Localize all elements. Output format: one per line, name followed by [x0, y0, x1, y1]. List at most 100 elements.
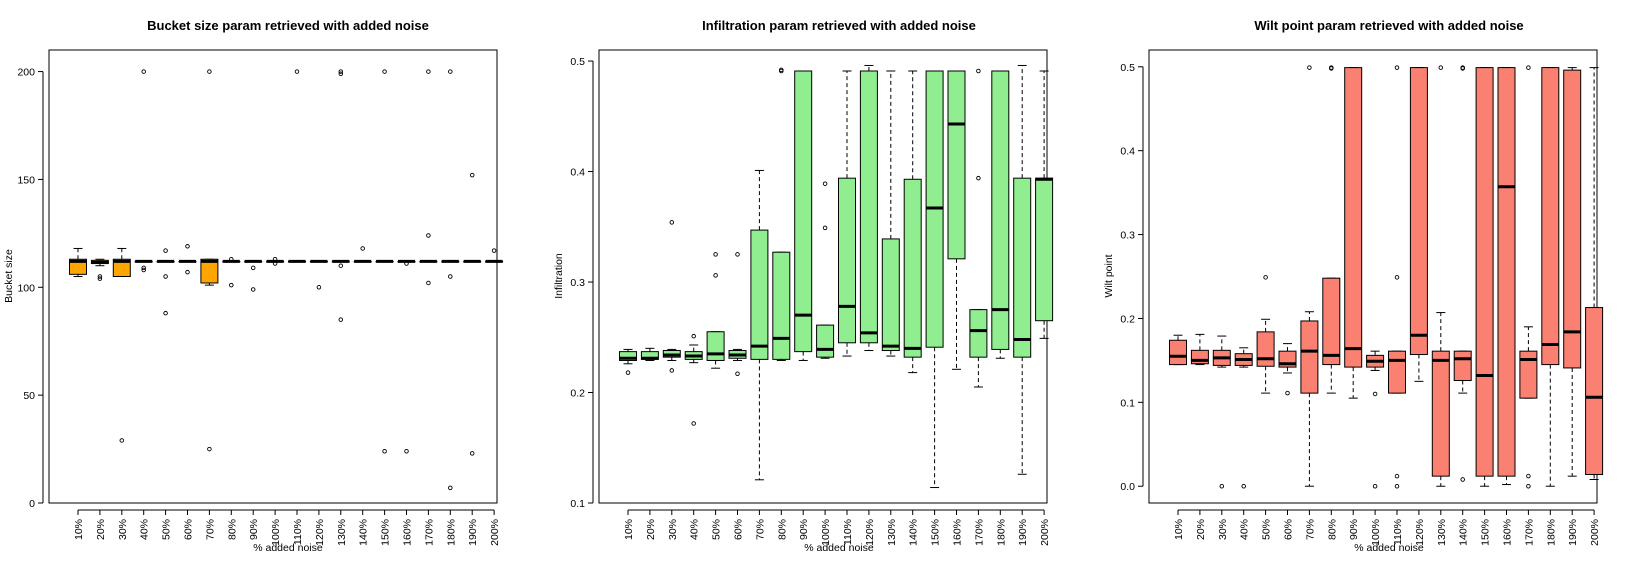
x-axis-label: % added noise	[1354, 542, 1424, 554]
box-160%	[397, 259, 416, 454]
x-tick-label: 50%	[161, 519, 173, 540]
outlier-point	[1307, 65, 1312, 70]
box-100%	[1366, 350, 1385, 489]
box-60%	[1278, 343, 1297, 396]
outlier-point	[338, 317, 344, 322]
y-axis-label: Bucket size	[3, 249, 15, 303]
outlier-point	[1526, 473, 1531, 479]
panel-bucket-size: Bucket size param retrieved with added n…	[3, 18, 504, 554]
x-tick-label: 160%	[1502, 519, 1514, 546]
box-body	[881, 238, 900, 352]
x-axis-label: % added noise	[804, 542, 874, 554]
box-body	[947, 70, 966, 260]
box-body	[1013, 177, 1032, 358]
box-130%	[331, 69, 350, 322]
box-90%	[244, 259, 263, 292]
x-tick-label: 40%	[1239, 519, 1251, 540]
box-200%	[1585, 67, 1604, 481]
box-140%	[353, 246, 372, 263]
outlier-point	[1285, 390, 1290, 396]
y-tick-label: 0	[29, 498, 35, 510]
chart-title: Bucket size param retrieved with added n…	[147, 18, 429, 33]
outlier-point	[1394, 473, 1400, 479]
box-100%	[266, 256, 285, 266]
x-tick-label: 70%	[754, 519, 766, 540]
x-tick-label: 10%	[1173, 519, 1185, 540]
box-60%	[178, 244, 197, 275]
outlier-point	[822, 225, 828, 231]
outlier-point	[141, 69, 146, 74]
outlier-point	[338, 69, 344, 74]
x-tick-label: 110%	[292, 519, 304, 545]
outlier-point	[229, 256, 234, 262]
x-tick-label: 110%	[1392, 519, 1404, 545]
x-tick-label: 130%	[336, 519, 348, 546]
box-70%	[1300, 65, 1319, 487]
outlier-point	[163, 274, 168, 279]
box-200%	[1035, 70, 1054, 339]
box-80%	[772, 67, 791, 361]
y-tick-label: 0.4	[570, 167, 585, 179]
box-140%	[903, 70, 922, 374]
outlier-point	[448, 69, 453, 74]
x-tick-label: 70%	[1304, 519, 1316, 540]
box-body	[1541, 67, 1560, 366]
x-tick-label: 90%	[798, 519, 810, 540]
box-40%	[684, 333, 703, 426]
x-tick-label: 160%	[402, 519, 414, 546]
outlier-point	[185, 244, 190, 249]
outlier-point	[338, 71, 344, 76]
box-40%	[134, 69, 153, 273]
box-20%	[640, 347, 659, 361]
box-190%	[463, 172, 482, 456]
x-tick-label: 60%	[1283, 519, 1295, 540]
x-tick-label: 50%	[711, 519, 723, 540]
outlier-point	[976, 68, 981, 74]
outlier-point	[97, 276, 103, 281]
outlier-point	[426, 233, 431, 238]
x-tick-label: 90%	[1348, 519, 1360, 540]
box-body	[1497, 67, 1516, 477]
box-body	[903, 178, 922, 358]
x-tick-label: 30%	[1217, 519, 1229, 540]
box-160%	[947, 70, 966, 370]
outlier-point	[119, 438, 125, 443]
outlier-point	[1263, 275, 1268, 280]
plot-frame	[48, 49, 498, 504]
outlier-point	[382, 69, 387, 74]
outlier-point	[669, 368, 675, 373]
y-tick-label: 100	[17, 282, 35, 294]
outlier-point	[976, 175, 981, 181]
y-tick-label: 0.2	[1120, 313, 1135, 325]
x-tick-label: 20%	[645, 519, 657, 540]
y-tick-label: 0.3	[1120, 230, 1135, 242]
box-body	[1035, 177, 1054, 322]
box-140%	[1453, 65, 1472, 482]
x-tick-label: 30%	[667, 519, 679, 540]
box-body	[969, 309, 988, 358]
box-body	[772, 251, 791, 360]
outlier-point	[250, 287, 256, 292]
box-150%	[1475, 67, 1494, 487]
y-axis-label: Wilt point	[1103, 254, 1115, 297]
box-body	[706, 331, 725, 361]
outlier-point	[382, 448, 387, 454]
x-tick-label: 190%	[467, 519, 479, 546]
outlier-point	[272, 256, 278, 262]
y-tick-label: 0.1	[570, 498, 585, 510]
x-tick-label: 190%	[1567, 519, 1579, 546]
box-body	[1256, 331, 1275, 367]
outlier-point	[404, 448, 409, 454]
x-tick-label: 150%	[1480, 519, 1492, 546]
box-120%	[859, 64, 878, 352]
box-body	[1431, 350, 1450, 477]
box-body	[200, 258, 219, 284]
outlier-point	[669, 220, 675, 225]
outlier-point	[97, 274, 103, 279]
outlier-point	[448, 274, 453, 279]
y-tick-label: 0.0	[1120, 481, 1135, 493]
box-100%	[816, 181, 835, 359]
outlier-point	[141, 267, 146, 273]
box-80%	[222, 256, 241, 288]
